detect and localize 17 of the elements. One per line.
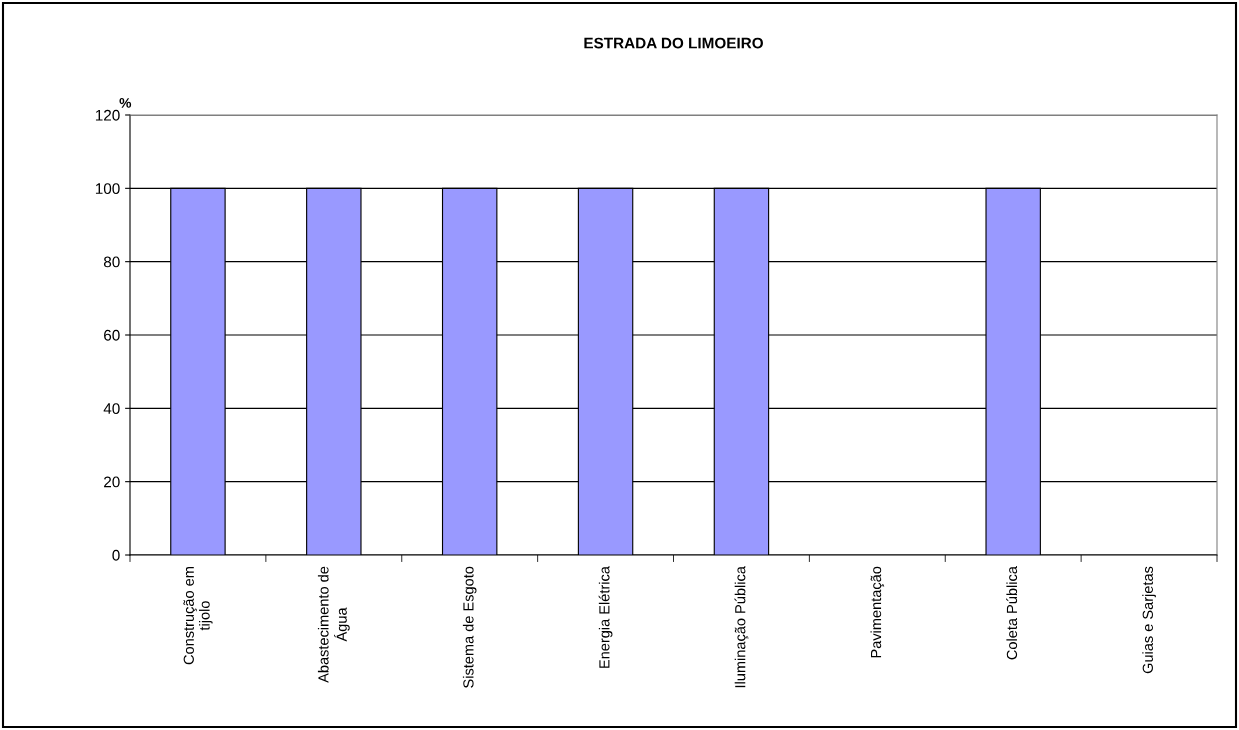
x-tick-label: Iluminação Pública [734,566,749,688]
x-tick-label: Guias e Sarjetas [1142,566,1156,674]
chart-title: ESTRADA DO LIMOEIRO [584,37,763,49]
y-tick-label: 60 [104,329,120,341]
y-tick-label: 120 [95,109,120,121]
x-tick-label: Energia Elétrica [598,566,613,668]
y-tick-label: 40 [103,403,120,415]
x-tick-label: Sistema de Esgoto [462,566,477,688]
x-tick-label: Coleta Pública [1006,566,1018,660]
x-tick-label: Construção em tijolo [183,567,213,665]
y-tick-label: 20 [104,476,120,488]
y-tick-label: 0 [112,549,120,561]
x-tick-label: Pavimentação [870,566,885,658]
y-axis-title: % [119,98,132,108]
y-tick-label: 80 [103,256,120,268]
x-tick-label: Abastecimento de Água [317,566,350,683]
y-tick-label: 100 [95,183,120,195]
